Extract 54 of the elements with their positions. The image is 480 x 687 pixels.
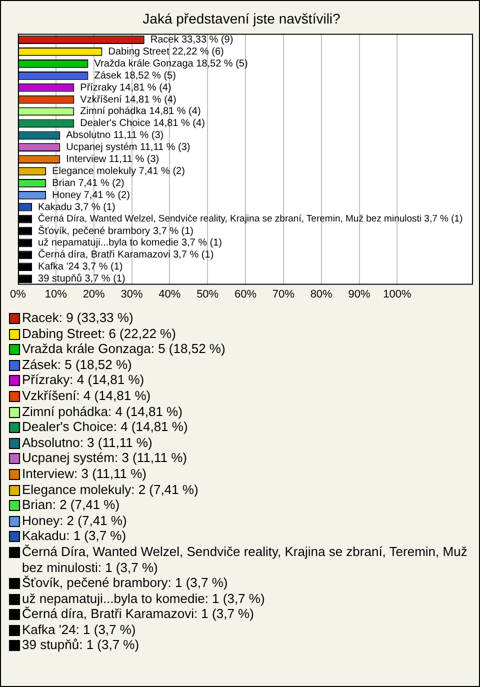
data-label: Černá díra, Bratři Karamazovi 3,7 % (1) xyxy=(38,248,214,261)
data-label: Brian 7,41 % (2) xyxy=(52,178,124,189)
text: Elegance molekuly: 2 (7,41 %) xyxy=(22,482,198,498)
x-tick-label: 60% xyxy=(234,288,257,300)
data-label: Dealer's Choice 14,81 % (4) xyxy=(80,118,205,130)
data-label: Zásek 18,52 % (5) xyxy=(94,70,176,82)
x-tick-label: 80% xyxy=(310,288,333,300)
data-label: Kafka '24 3,7 % (1) xyxy=(38,262,123,273)
x-tick-label: 50% xyxy=(196,288,219,300)
text: Interview: 3 (11,11 %) xyxy=(22,466,147,482)
x-tick-label: 100% xyxy=(383,288,412,300)
text: Vražda krále Gonzaga: 5 (18,52 %) xyxy=(22,341,226,357)
chart-title: Jaká představení jste navštívili? xyxy=(142,10,341,26)
data-label: Vražda krále Gonzaga 18,52 % (5) xyxy=(94,58,248,70)
data-label: Šťovík, pečené brambory 3,7 % (1) xyxy=(38,224,194,237)
data-label: Elegance molekuly 7,41 % (2) xyxy=(52,166,185,177)
text: Zásek: 5 (18,52 %) xyxy=(22,356,132,372)
text: Racek: 9 (33,33 %) xyxy=(22,310,134,326)
text: Vzkříšení: 4 (14,81 %) xyxy=(22,388,151,404)
text: Ucpanej systém: 3 (11,11 %) xyxy=(22,450,187,466)
data-label: Kakadu 3,7 % (1) xyxy=(38,202,116,213)
data-label: Interview 11,11 % (3) xyxy=(66,154,160,166)
data-label: Přízraky 14,81 % (4) xyxy=(80,82,172,94)
data-label: Vzkříšení 14,81 % (4) xyxy=(80,94,176,106)
text: Absolutno: 3 (11,11 %) xyxy=(22,434,152,450)
x-tick-label: 40% xyxy=(158,288,181,300)
x-tick-label: 90% xyxy=(348,288,370,300)
text: 39 stupňů: 1 (3,7 %) xyxy=(22,637,140,654)
data-label: Honey 7,41 % (2) xyxy=(52,190,130,201)
data-label: 39 stupňů 3,7 % (1) xyxy=(38,272,126,285)
text: Přízraky: 4 (14,81 %) xyxy=(22,372,144,388)
x-tick-label: 10% xyxy=(44,288,68,300)
data-label: Dabing Street 22,22 % (6) xyxy=(108,46,224,58)
text: Kafka '24: 1 (3,7 %) xyxy=(22,622,136,638)
x-tick-label: 30% xyxy=(120,288,143,300)
text: Honey: 2 (7,41 %) xyxy=(22,512,127,528)
text: Kakadu: 1 (3,7 %) xyxy=(22,528,126,544)
text: už nepamatuji...byla to komedie: 1 (3,7 %) xyxy=(22,590,265,606)
data-label: Černá Díra, Wanted Welzel, Sendviče reality, Krajina se zbraní, Teremin, Muž bez minulosti 3,7 % (1) xyxy=(38,212,463,225)
text: Dealer's Choice: 4 (14,81 %) xyxy=(22,419,188,435)
x-tick-label: 0% xyxy=(10,288,26,300)
text: Šťovík, pečené brambory: 1 (3,7 %) xyxy=(22,575,228,591)
data-label: Zimní pohádka 14,81 % (4) xyxy=(80,106,201,118)
data-label: už nepamatuji...byla to komedie 3,7 % (1) xyxy=(38,238,222,249)
text: Brian: 2 (7,41 %) xyxy=(22,497,120,513)
data-label: Racek 33,33 % (9) xyxy=(150,34,234,46)
data-label: Absolutno 11,11 % (3) xyxy=(66,130,164,142)
data-label: Ucpanej systém 11,11 % (3) xyxy=(66,142,190,154)
x-tick-label: 20% xyxy=(82,288,106,300)
text: Černá díra, Bratři Karamazovi: 1 (3,7 %) xyxy=(22,606,254,622)
text: Zimní pohádka: 4 (14,81 %) xyxy=(22,404,182,420)
text: Černá Díra, Wanted Welzel, Sendviče reality, Krajina se zbraní, Teremin, Muž bez minulosti: 1 (3,7 %) xyxy=(22,544,468,576)
x-tick-label: 70% xyxy=(272,288,295,300)
text: Dabing Street: 6 (22,22 %) xyxy=(22,326,176,342)
